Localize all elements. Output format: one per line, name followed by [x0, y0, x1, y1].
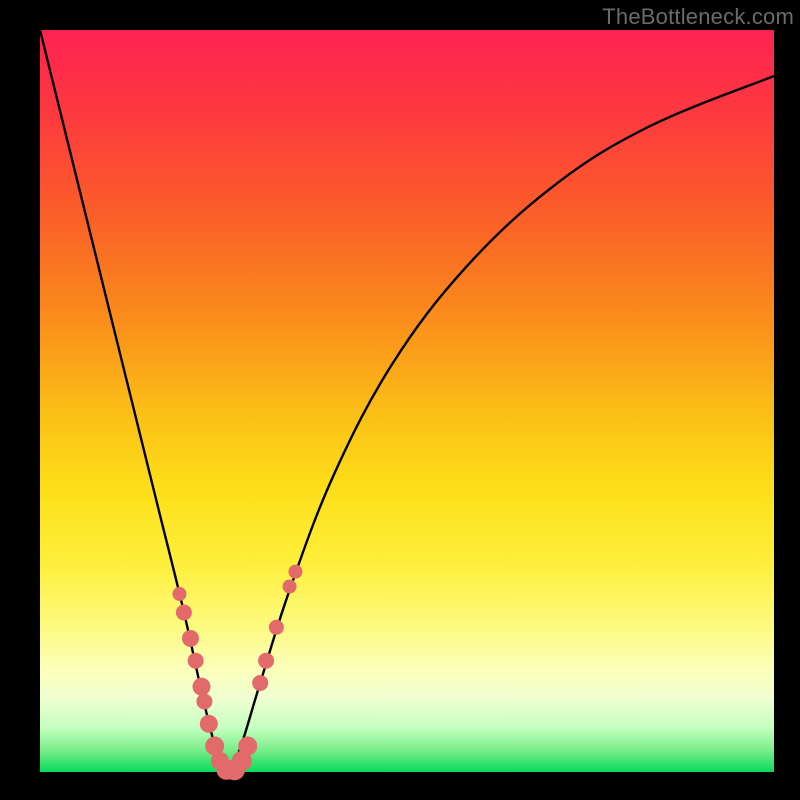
marker-dot [192, 678, 210, 696]
marker-dot [182, 630, 199, 647]
marker-dot [172, 587, 186, 601]
chart-svg [0, 0, 800, 800]
marker-dot [188, 653, 204, 669]
marker-dot [288, 565, 302, 579]
marker-dot [252, 675, 268, 691]
marker-dot [238, 737, 257, 756]
marker-dot [200, 715, 218, 733]
marker-dot [258, 653, 274, 669]
marker-dot [283, 580, 297, 594]
chart-stage: TheBottleneck.com [0, 0, 800, 800]
plot-area [40, 30, 774, 772]
marker-dot [176, 604, 192, 620]
marker-dot [196, 694, 212, 710]
marker-dot [269, 620, 284, 635]
